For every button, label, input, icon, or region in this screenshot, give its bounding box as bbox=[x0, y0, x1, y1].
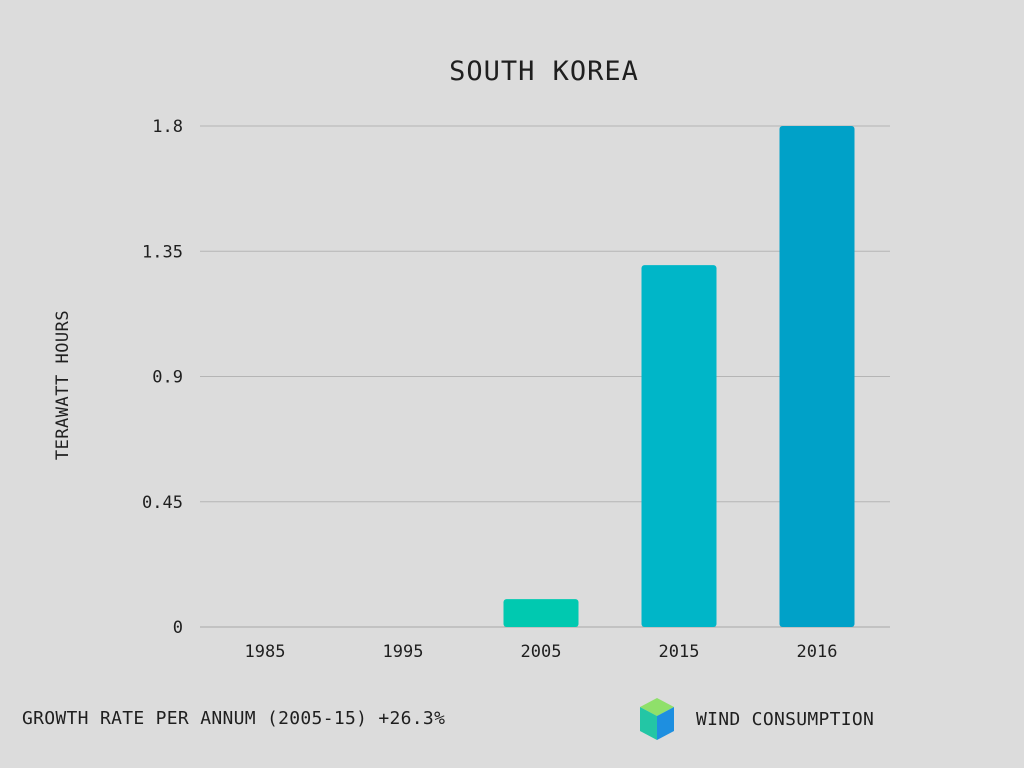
x-tick-label: 1985 bbox=[245, 642, 286, 662]
legend: WIND CONSUMPTION bbox=[638, 696, 874, 742]
y-tick-label: 1.8 bbox=[152, 117, 183, 137]
y-tick-label: 1.35 bbox=[142, 242, 183, 262]
x-tick-label: 2005 bbox=[521, 642, 562, 662]
chart-title: SOUTH KOREA bbox=[449, 56, 639, 87]
growth-rate-note: GROWTH RATE PER ANNUM (2005-15) +26.3% bbox=[22, 708, 446, 729]
y-tick-label: 0 bbox=[173, 618, 183, 638]
bar-2005 bbox=[503, 599, 579, 627]
bar-2016 bbox=[779, 126, 855, 627]
x-tick-label: 2016 bbox=[797, 642, 838, 662]
cube-right-face bbox=[657, 707, 674, 740]
x-tick-label: 1995 bbox=[383, 642, 424, 662]
cube-icon bbox=[640, 698, 674, 740]
bar-2015 bbox=[641, 265, 717, 627]
cube-left-face bbox=[640, 707, 657, 740]
y-tick-label: 0.9 bbox=[152, 368, 183, 388]
legend-label: WIND CONSUMPTION bbox=[696, 708, 875, 730]
y-tick-label: 0.45 bbox=[142, 493, 183, 513]
x-tick-label: 2015 bbox=[659, 642, 700, 662]
